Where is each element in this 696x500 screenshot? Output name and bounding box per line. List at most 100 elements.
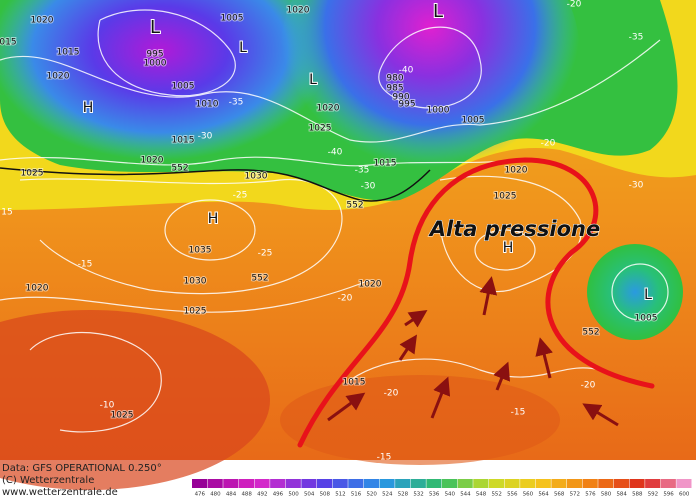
isobar-label: 1015	[172, 136, 195, 146]
scale-swatch	[676, 479, 692, 488]
isobar-label: 1020	[287, 6, 310, 16]
scale-label: 500	[288, 492, 299, 498]
isobar-label: 985	[386, 84, 403, 94]
temperature-label: -35	[355, 166, 370, 176]
temperature-label: -30	[361, 182, 376, 192]
scale-label: 568	[554, 492, 565, 498]
temperature-label: -20	[338, 294, 353, 304]
isobar-label: 995	[146, 50, 163, 60]
temperature-label: -20	[541, 139, 556, 149]
low-core	[587, 244, 683, 340]
scale-label: 580	[601, 492, 612, 498]
pressure-center: H	[503, 240, 514, 256]
scale-label: 536	[429, 492, 440, 498]
scale-label: 516	[351, 492, 362, 498]
scale-label: 572	[570, 492, 581, 498]
isobar-label: 015	[0, 38, 17, 48]
scale-swatch	[363, 479, 379, 488]
temperature-label: -35	[629, 33, 644, 43]
ridge-outline	[297, 157, 655, 448]
scale-swatch	[332, 479, 348, 488]
scale-label: 584	[616, 492, 627, 498]
scale-swatch	[582, 479, 598, 488]
scale-swatch	[254, 479, 270, 488]
scale-swatch	[379, 479, 395, 488]
isobar-label: 552	[582, 328, 599, 338]
pressure-center: L	[309, 72, 317, 88]
isobar-label: 1005	[172, 82, 195, 92]
scale-swatch	[442, 479, 458, 488]
scale-swatch	[567, 479, 583, 488]
scale-swatch	[504, 479, 520, 488]
scale-swatch	[551, 479, 567, 488]
temperature-label: -25	[233, 191, 248, 201]
scale-swatch	[520, 479, 536, 488]
isobar-label: 1000	[144, 59, 167, 69]
isobar-label: 552	[346, 201, 363, 211]
scale-label: 496	[273, 492, 284, 498]
isobar-label: 1025	[184, 307, 207, 317]
pressure-center: L	[239, 40, 247, 56]
scale-swatch	[192, 479, 208, 488]
scale-label: 544	[460, 492, 471, 498]
scale-label: 508	[320, 492, 331, 498]
isobar-label: 1025	[111, 411, 134, 421]
scale-swatch	[317, 479, 333, 488]
temperature-label: -30	[629, 181, 644, 191]
scale-swatch	[207, 479, 223, 488]
scale-label: 512	[335, 492, 346, 498]
footer-copyright: (C) Wetterzentrale	[2, 475, 94, 486]
isobar-label: 1020	[141, 156, 164, 166]
scale-swatch	[285, 479, 301, 488]
scale-label: 560	[523, 492, 534, 498]
scale-label: 600	[679, 492, 690, 498]
isobar-label: 1000	[427, 106, 450, 116]
isobar-label: 1020	[47, 72, 70, 82]
scale-label: 476	[195, 492, 206, 498]
isobar-label: 1020	[26, 284, 49, 294]
isobar-label: 1030	[184, 277, 207, 287]
isobar-label: 995	[398, 100, 415, 110]
isobar-label: 1030	[245, 172, 268, 182]
isobars	[0, 9, 669, 433]
scale-swatch	[223, 479, 239, 488]
temperature-label: -35	[229, 98, 244, 108]
scale-label: 556	[507, 492, 518, 498]
scale-label: 552	[491, 492, 502, 498]
isobar-label: 1005	[221, 14, 244, 24]
scale-label: 520	[366, 492, 377, 498]
temperature-label: -15	[377, 453, 392, 463]
temperature-label: -30	[198, 132, 213, 142]
scale-swatch	[629, 479, 645, 488]
temperature-label: 15	[1, 208, 12, 218]
scale-label: 576	[585, 492, 596, 498]
scale-swatch	[426, 479, 442, 488]
scale-swatch	[473, 479, 489, 488]
temperature-label: -15	[511, 408, 526, 418]
scale-swatch	[660, 479, 676, 488]
isobar-label: 1005	[462, 116, 485, 126]
isobar-label: 980	[386, 74, 403, 84]
pressure-center: H	[208, 211, 219, 227]
isobar-label: 1015	[343, 378, 366, 388]
isobar-label: 1015	[374, 159, 397, 169]
isobar-label: 1025	[494, 192, 517, 202]
scale-label: 564	[538, 492, 549, 498]
scale-label: 588	[632, 492, 643, 498]
temperature-label: -20	[581, 381, 596, 391]
scale-swatch	[395, 479, 411, 488]
low-core	[0, 0, 330, 160]
scale-label: 488	[241, 492, 252, 498]
scale-label: 504	[304, 492, 315, 498]
temperature-label: -40	[328, 148, 343, 158]
scale-swatch	[488, 479, 504, 488]
temperature-label: -25	[258, 249, 273, 259]
warm-area	[0, 310, 270, 490]
scale-swatch	[457, 479, 473, 488]
footer-url: www.wetterzentrale.de	[2, 487, 118, 498]
scale-label: 596	[663, 492, 674, 498]
scale-label: 528	[398, 492, 409, 498]
footer-data: Data: GFS OPERATIONAL 0.250°	[2, 463, 162, 474]
isobar-label: 1015	[57, 48, 80, 58]
